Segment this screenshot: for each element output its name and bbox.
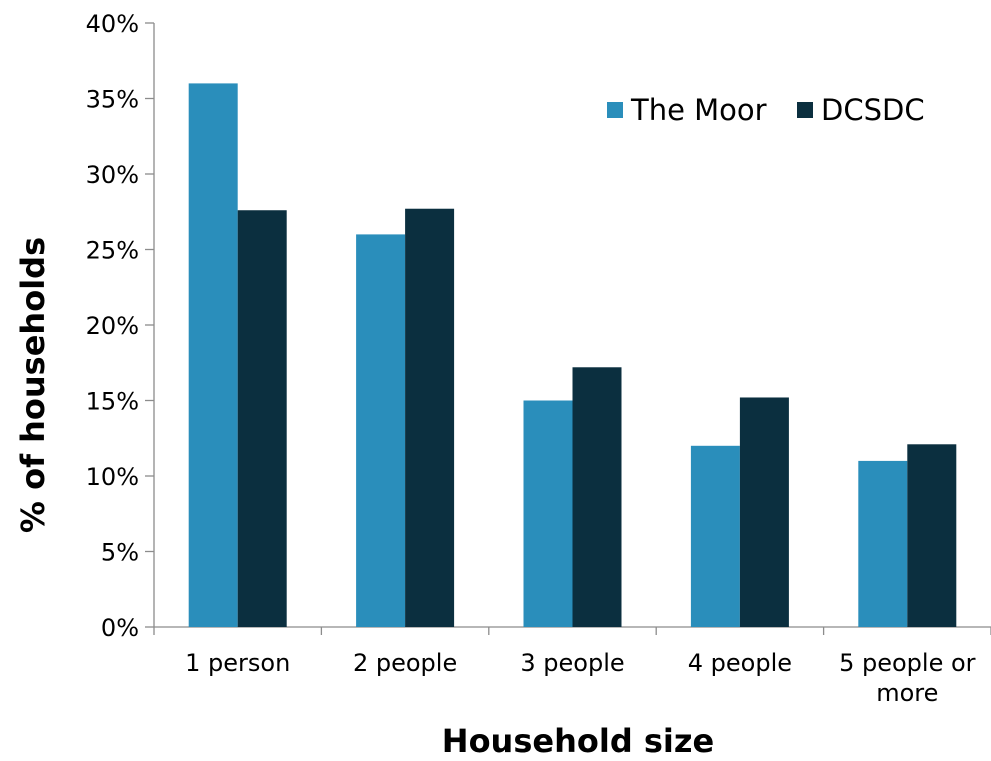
y-axis-title: % of households xyxy=(14,237,52,533)
y-tick-label: 20% xyxy=(86,312,139,340)
bar-dcsdc-1 xyxy=(237,210,287,628)
bar-the-moor-1 xyxy=(188,83,238,627)
y-tick-label: 30% xyxy=(86,161,139,189)
x-tick-label: 4 people xyxy=(688,649,792,677)
y-tick-label: 35% xyxy=(86,86,139,114)
tick-labels: 0% 5% 10% 15% 20% 25% 30% 35% 40% 1 person 2 peopl… xyxy=(86,10,976,707)
bar-dcsdc-3 xyxy=(572,367,622,627)
x-tick-label: 3 people xyxy=(520,649,624,677)
x-tick-label: 5 people or more xyxy=(839,649,976,707)
x-tick-label: 2 people xyxy=(353,649,457,677)
legend-swatch-dcsdc xyxy=(797,102,813,118)
bar-the-moor-5 xyxy=(858,460,908,627)
x-axis-title: Household size xyxy=(442,722,714,757)
y-tick-label: 10% xyxy=(86,463,139,491)
y-tick-label: 40% xyxy=(86,10,139,38)
axes xyxy=(145,22,991,635)
y-tick-label: 0% xyxy=(101,614,139,642)
bar-dcsdc-2 xyxy=(405,208,455,628)
legend-label-dcsdc: DCSDC xyxy=(821,93,925,127)
legend: The Moor DCSDC xyxy=(607,93,925,127)
y-tick-label: 15% xyxy=(86,388,139,416)
bar-the-moor-4 xyxy=(690,445,740,627)
bars xyxy=(188,83,957,628)
y-tick-label: 5% xyxy=(101,539,139,567)
bar-the-moor-3 xyxy=(523,400,573,627)
legend-swatch-the-moor xyxy=(607,102,623,118)
x-tick-label: 1 person xyxy=(185,649,290,677)
y-tick-label: 25% xyxy=(86,237,139,265)
bar-the-moor-2 xyxy=(356,234,406,627)
legend-label-the-moor: The Moor xyxy=(630,93,767,127)
bar-dcsdc-5 xyxy=(907,444,957,627)
bar-dcsdc-4 xyxy=(739,397,789,627)
